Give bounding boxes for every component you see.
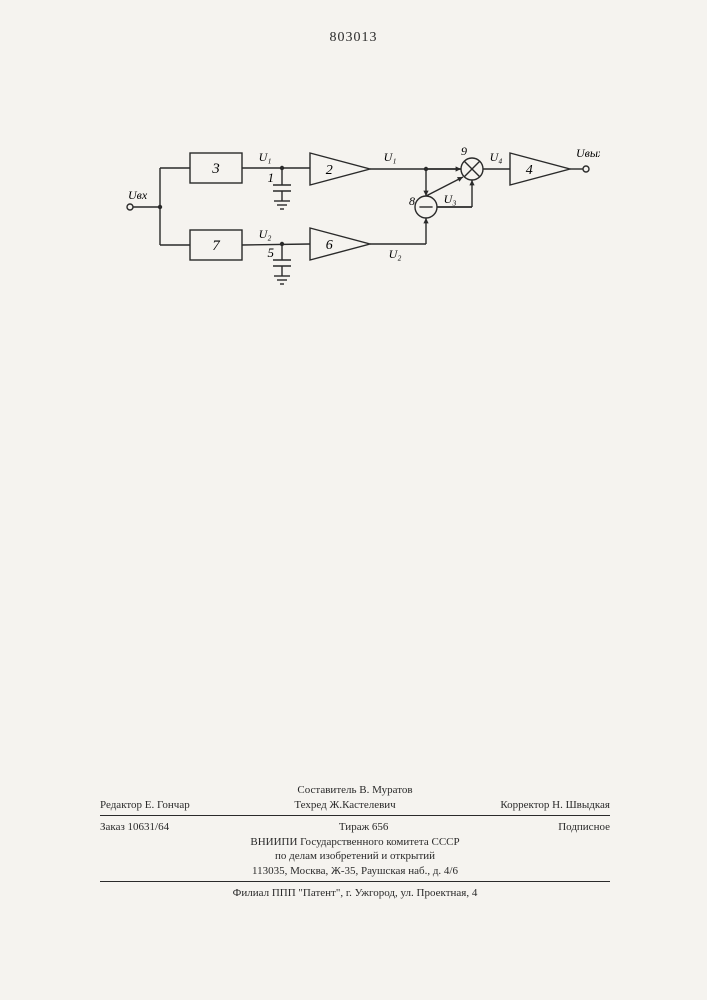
svg-text:U₄: U₄: [490, 150, 503, 164]
circuit-diagram: Uвх 3 7 2 6 4 1 5 U₁ U₁ 9 U₄ Uвых U₂ U₂ U₃ 8: [110, 135, 600, 335]
svg-text:1: 1: [268, 170, 275, 185]
svg-text:3: 3: [211, 161, 220, 177]
corrector: Корректор Н. Швыдкая: [500, 798, 610, 813]
order-number: Заказ 10631/64: [100, 820, 169, 835]
rule-2: [100, 881, 610, 882]
compiler-line: Составитель В. Муратов: [100, 783, 610, 798]
tirazh: Тираж 656: [339, 820, 389, 835]
subscription: Подписное: [558, 820, 610, 835]
scanned-page: 803013 Uвх 3 7 2 6 4 1 5 U₁ U₁ 9 U₄ Uвых U₂ U₂ U₃ 8 Сост…: [0, 0, 707, 1000]
svg-text:6: 6: [326, 238, 333, 253]
svg-text:U₃: U₃: [444, 192, 457, 206]
svg-text:Uвых: Uвых: [576, 146, 600, 160]
svg-text:U₂: U₂: [389, 247, 402, 261]
publication-footer: Составитель В. Муратов Редактор Е. Гонча…: [100, 783, 610, 901]
org-line-2: по делам изобретений и открытий: [100, 849, 610, 864]
editor: Редактор Е. Гончар: [100, 798, 190, 813]
filial-line: Филиал ППП "Патент", г. Ужгород, ул. Про…: [100, 886, 610, 901]
svg-text:7: 7: [212, 238, 221, 254]
order-row: Заказ 10631/64 Тираж 656 Подписное: [100, 820, 610, 835]
svg-text:2: 2: [326, 163, 333, 178]
staff-row: Редактор Е. Гончар Техред Ж.Кастелевич К…: [100, 798, 610, 813]
svg-text:5: 5: [268, 245, 275, 260]
patent-number: 803013: [0, 30, 707, 46]
org-line-1: ВНИИПИ Государственного комитета СССР: [100, 835, 610, 850]
addr-line-1: 113035, Москва, Ж-35, Раушская наб., д. …: [100, 864, 610, 879]
svg-text:Uвх: Uвх: [128, 188, 148, 202]
svg-text:U₂: U₂: [259, 227, 272, 241]
svg-text:U₁: U₁: [384, 150, 397, 164]
svg-text:8: 8: [409, 194, 415, 208]
techred: Техред Ж.Кастелевич: [294, 798, 395, 813]
svg-text:U₁: U₁: [259, 150, 272, 164]
svg-text:9: 9: [461, 144, 467, 158]
rule-1: [100, 815, 610, 816]
svg-text:4: 4: [526, 163, 533, 178]
